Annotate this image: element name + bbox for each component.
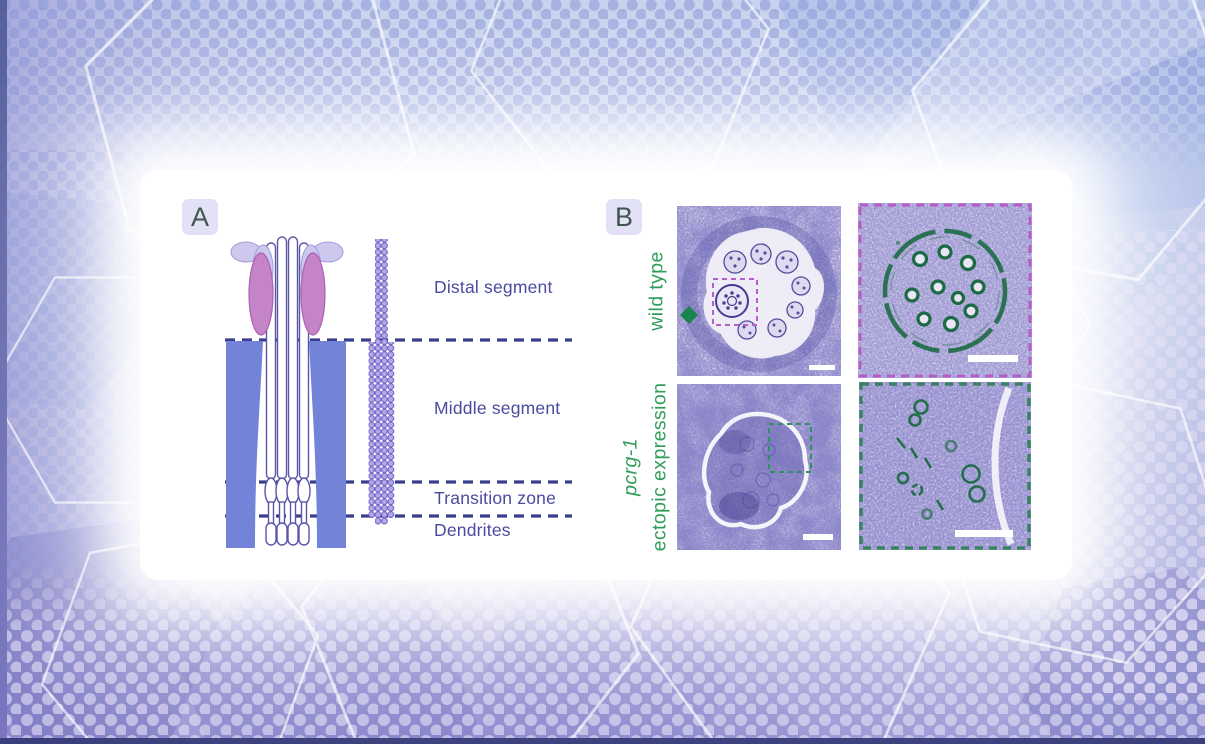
scale-bar	[955, 530, 1013, 537]
light-streak	[850, 0, 1205, 185]
halftone-dots-bottom	[0, 560, 1205, 744]
segment-label-middle: Middle segment	[434, 398, 561, 418]
microtubule-singlet	[375, 239, 388, 343]
roi-box-green	[768, 423, 812, 473]
halftone-dots-left	[0, 150, 160, 570]
ectopic-microtubules	[895, 399, 986, 520]
halftone-dots-top	[0, 0, 1205, 175]
membrane-curve	[991, 386, 1015, 546]
panel-a-label: A	[182, 199, 218, 235]
segment-label-distal: Distal segment	[434, 277, 553, 297]
em-image-pcrg1-overview	[677, 384, 841, 550]
bottom-edge-strip	[0, 738, 1205, 744]
panel-a-diagram	[225, 236, 572, 548]
scale-bar	[809, 365, 835, 370]
panel-b-label: B	[606, 199, 642, 235]
segment-label-dendrites: Dendrites	[434, 520, 511, 540]
ectopic-membrane-outline	[701, 411, 809, 530]
scale-bar	[968, 355, 1018, 362]
dendrite-sheath-left	[226, 341, 263, 548]
em-image-pcrg1-inset	[859, 382, 1031, 550]
highlighted-cilium	[715, 284, 749, 318]
roi-box-magenta	[712, 278, 758, 326]
dendrite-sheaths	[226, 341, 346, 548]
row-label-gene: pcrg-1	[619, 438, 642, 496]
dendrite-sheath-right	[309, 341, 346, 548]
em-image-wildtype-inset	[858, 203, 1032, 378]
left-edge-strip	[0, 0, 7, 744]
arrowhead-diamond-icon	[680, 306, 698, 324]
microtubule-doublets	[904, 244, 986, 333]
row-label-wild-type: wild type	[645, 251, 668, 331]
inset-border-green	[859, 382, 1031, 550]
row-label-ectopic: ectopic expression	[648, 382, 671, 552]
inset-border-magenta	[858, 203, 1032, 378]
em-image-wildtype-overview	[677, 206, 841, 376]
ciliary-membrane-ring	[882, 228, 1008, 354]
socket-cells	[248, 252, 326, 336]
microtubule-doublet	[368, 342, 395, 518]
cilia-bundle	[264, 236, 311, 546]
cilia-cross-sections	[723, 243, 811, 340]
microtubule-dots	[729, 249, 806, 335]
microtubule-strand	[368, 239, 395, 525]
segment-label-transition: Transition zone	[434, 488, 556, 508]
scale-bar	[803, 534, 833, 540]
